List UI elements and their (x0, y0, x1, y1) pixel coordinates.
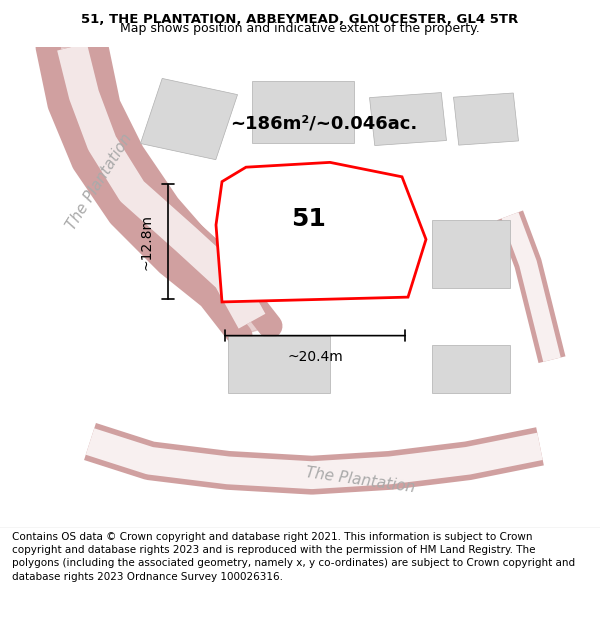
Bar (370, 92, 446, 146)
Bar (432, 345, 510, 393)
Text: The Plantation: The Plantation (64, 131, 134, 232)
Text: Contains OS data © Crown copyright and database right 2021. This information is : Contains OS data © Crown copyright and d… (12, 532, 575, 582)
Text: 51, THE PLANTATION, ABBEYMEAD, GLOUCESTER, GL4 5TR: 51, THE PLANTATION, ABBEYMEAD, GLOUCESTE… (82, 13, 518, 26)
Bar (228, 336, 330, 393)
Text: The Plantation: The Plantation (304, 465, 416, 495)
Bar (252, 81, 354, 143)
Polygon shape (216, 162, 426, 302)
Text: ~20.4m: ~20.4m (287, 350, 343, 364)
Text: 51: 51 (292, 207, 326, 231)
Polygon shape (48, 47, 270, 336)
Bar (140, 78, 238, 160)
Text: Map shows position and indicative extent of the property.: Map shows position and indicative extent… (120, 22, 480, 35)
Text: ~186m²/~0.046ac.: ~186m²/~0.046ac. (230, 115, 418, 133)
Bar (454, 93, 518, 145)
Bar (432, 220, 510, 288)
Text: ~12.8m: ~12.8m (140, 214, 154, 270)
